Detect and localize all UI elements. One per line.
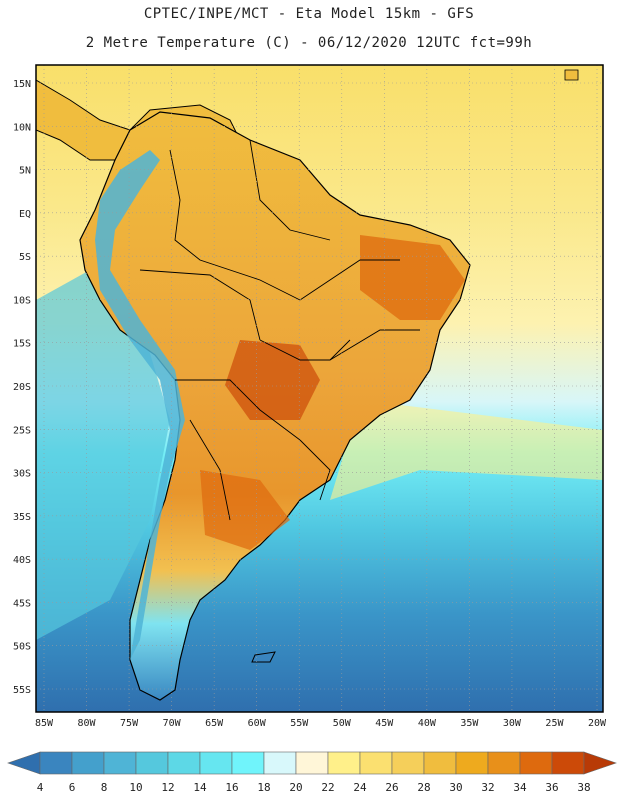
- graticule: [36, 65, 603, 712]
- lat-tick-label: 40S: [13, 555, 31, 566]
- colorbar-label: 38: [577, 781, 590, 794]
- colorbar-segment: [39, 751, 73, 775]
- lon-tick-label: 80W: [78, 718, 97, 729]
- colorbar-segment: [103, 751, 137, 775]
- lon-tick-label: 20W: [588, 718, 607, 729]
- colorbar-label: 22: [321, 781, 334, 794]
- colorbar-segment: [231, 751, 265, 775]
- temperature-map: 15N 10N 5N EQ 5S 10S 15S 20S 25S 30S 35S 40S 45S 50S 5…: [13, 64, 607, 729]
- lat-tick-label: 15S: [13, 339, 31, 350]
- lat-tick-label: 15N: [13, 79, 31, 90]
- colorbar-segment: [71, 751, 105, 775]
- lon-tick-label: 50W: [333, 718, 352, 729]
- lat-tick-label: 10S: [13, 295, 31, 306]
- colorbar-label: 14: [193, 781, 207, 794]
- colorbar-label: 6: [69, 781, 76, 794]
- lon-tick-label: 45W: [375, 718, 394, 729]
- colorbar-segment: [487, 751, 521, 775]
- colorbar-segment: [519, 751, 553, 775]
- colorbar-label: 16: [225, 781, 238, 794]
- colorbar-segment: [455, 751, 489, 775]
- colorbar-arrow-high: [583, 751, 617, 775]
- colorbar-label: 24: [353, 781, 367, 794]
- lat-tick-label: 30S: [13, 469, 31, 480]
- lon-tick-label: 40W: [418, 718, 437, 729]
- lat-tick-label: 45S: [13, 598, 31, 609]
- hot-patch-argentina: [200, 470, 290, 550]
- colorbar-segment: [263, 751, 297, 775]
- lat-tick-label: 5N: [19, 166, 31, 177]
- lat-tick-label: 5S: [19, 252, 31, 263]
- lon-tick-label: 60W: [248, 718, 267, 729]
- lon-tick-label: 55W: [290, 718, 309, 729]
- title-line-1: CPTEC/INPE/MCT - Eta Model 15km - GFS: [143, 6, 475, 22]
- colorbar-segment: [135, 751, 169, 775]
- title-line-2: 2 Metre Temperature (C) - 06/12/2020 12U…: [85, 35, 533, 51]
- lon-tick-label: 75W: [120, 718, 139, 729]
- hot-patch-center: [225, 340, 320, 420]
- colorbar-segment: [359, 751, 393, 775]
- colorbar-label: 36: [545, 781, 558, 794]
- colorbar-label: 18: [257, 781, 270, 794]
- colorbar-label: 12: [161, 781, 174, 794]
- lat-tick-label: 50S: [13, 642, 31, 653]
- colorbar-label: 8: [101, 781, 108, 794]
- country-borders: [139, 139, 420, 521]
- andes-cold-spine: [95, 150, 185, 660]
- lat-tick-label: 35S: [13, 512, 31, 523]
- colorbar-segment: [295, 751, 329, 775]
- lat-tick-label: 25S: [13, 425, 31, 436]
- lon-tick-label: 35W: [460, 718, 479, 729]
- map-frame: [35, 64, 604, 713]
- colorbar-segment: [327, 751, 361, 775]
- colorbar-arrow-low: [7, 751, 41, 775]
- caribbean-island: [564, 69, 579, 81]
- lat-tick-label: 10N: [13, 122, 31, 133]
- colorbar-label: 28: [417, 781, 430, 794]
- colorbar-label: 34: [513, 781, 527, 794]
- warm-atlantic-band: [330, 400, 603, 500]
- colorbar-label: 26: [385, 781, 398, 794]
- colorbar-segment: [551, 751, 585, 775]
- colorbar-segment: [167, 751, 201, 775]
- lon-tick-label: 70W: [163, 718, 182, 729]
- colorbar-segment: [391, 751, 425, 775]
- colorbar-label: 4: [37, 781, 44, 794]
- cold-pacific-band: [36, 270, 170, 640]
- hot-patch-northeast: [360, 235, 465, 320]
- lat-tick-label: EQ: [19, 209, 31, 220]
- lat-tick-label: 55S: [13, 685, 31, 696]
- colorbar-label: 10: [129, 781, 142, 794]
- lon-tick-label: 65W: [205, 718, 224, 729]
- latitude-labels: 15N 10N 5N EQ 5S 10S 15S 20S 25S 30S 35S 40S 45S 50S 5…: [13, 79, 31, 696]
- lon-tick-label: 25W: [545, 718, 564, 729]
- lat-tick-label: 20S: [13, 382, 31, 393]
- lon-tick-label: 30W: [503, 718, 522, 729]
- colorbar-label: 30: [449, 781, 462, 794]
- falkland-islands: [251, 651, 276, 663]
- colorbar-segment: [199, 751, 233, 775]
- longitude-labels: 85W 80W 75W 70W 65W 60W 55W 50W 45W 40W 35W 30W 25W 2…: [35, 718, 607, 729]
- colorbar-label: 32: [481, 781, 494, 794]
- color-bar: 4 6 8 10 12 14 16 18 20 22 24 26 28 30 32 34 36 38: [7, 751, 617, 794]
- lon-tick-label: 85W: [35, 718, 54, 729]
- colorbar-label: 20: [289, 781, 302, 794]
- colorbar-segment: [423, 751, 457, 775]
